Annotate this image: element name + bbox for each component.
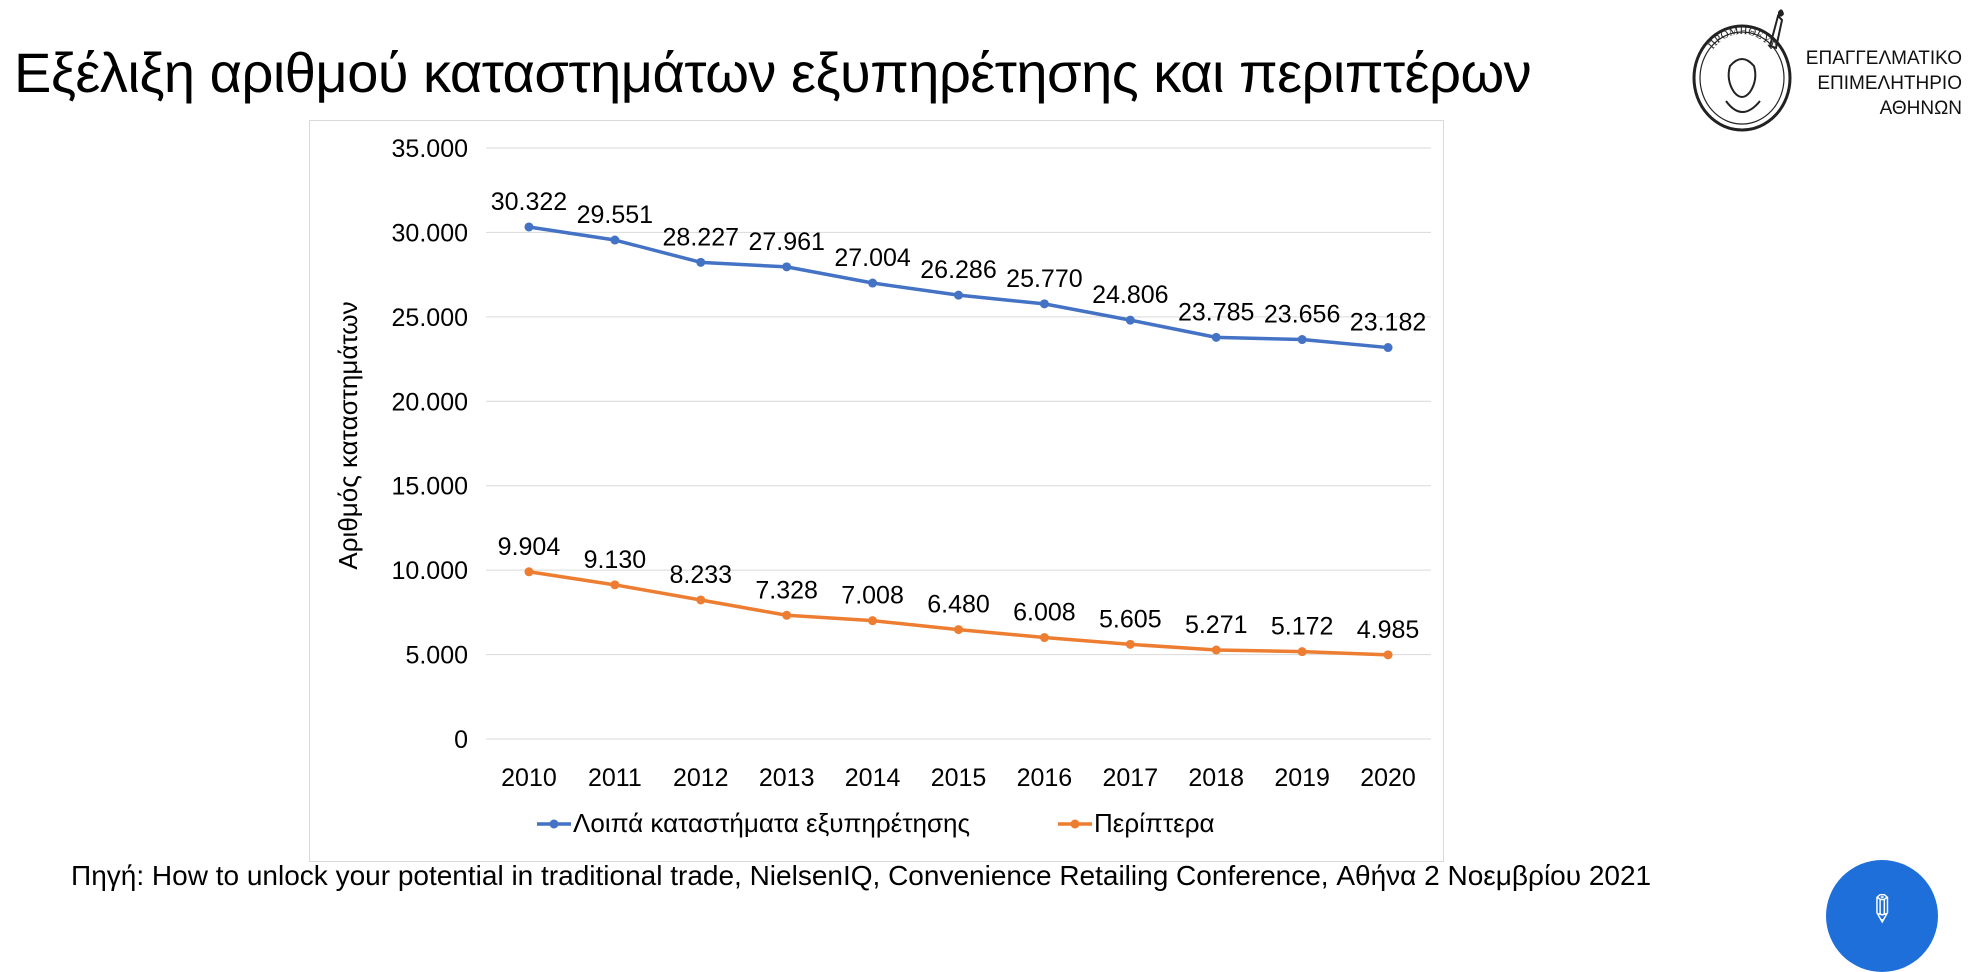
data-point — [1297, 335, 1307, 345]
data-point — [524, 567, 534, 577]
data-label: 9.904 — [498, 533, 561, 561]
data-point — [610, 235, 620, 245]
logo-line-1: ΕΠΑΓΓΕΛΜΑΤΙΚΟ — [1805, 48, 1962, 69]
x-tick-label: 2012 — [673, 764, 729, 792]
chart-frame: 0 5.000 10.000 15.000 20.000 25.000 30.000 35.0… — [309, 120, 1444, 862]
data-label: 8.233 — [669, 561, 732, 589]
data-label: 5.605 — [1099, 605, 1162, 633]
data-point — [782, 262, 792, 272]
y-tick-label: 15.000 — [392, 473, 468, 501]
x-tick-label: 2015 — [931, 764, 987, 792]
x-tick-label: 2016 — [1017, 764, 1073, 792]
data-label: 26.286 — [920, 256, 996, 284]
data-point — [1039, 299, 1049, 309]
data-point — [868, 616, 878, 626]
y-tick-label: 5.000 — [405, 642, 468, 670]
data-label: 23.785 — [1178, 298, 1254, 326]
data-label: 27.004 — [834, 244, 911, 272]
data-point — [1383, 650, 1393, 660]
data-point — [1125, 315, 1135, 325]
pencil-icon: ✎ — [1856, 883, 1907, 934]
data-point — [1039, 633, 1049, 643]
legend-marker — [549, 819, 559, 829]
svg-text:ΠΡΟΜΗΘΕΥΣ: ΠΡΟΜΗΘΕΥΣ — [1706, 25, 1778, 52]
y-tick-label: 10.000 — [392, 557, 468, 585]
data-point — [782, 610, 792, 620]
data-label: 7.328 — [755, 576, 818, 604]
data-point — [696, 257, 706, 267]
data-label: 28.227 — [663, 223, 739, 251]
x-tick-label: 2014 — [845, 764, 901, 792]
data-point — [1211, 332, 1221, 342]
x-tick-label: 2018 — [1188, 764, 1244, 792]
data-label: 6.480 — [927, 591, 990, 619]
data-label: 30.322 — [491, 188, 567, 216]
x-tick-label: 2011 — [588, 764, 642, 792]
data-label: 29.551 — [577, 201, 653, 229]
data-point — [1125, 639, 1135, 649]
logo-line-2: ΕΠΙΜΕΛΗΤΗΡΙΟ — [1817, 73, 1962, 94]
data-point — [1383, 343, 1393, 353]
data-label: 6.008 — [1013, 599, 1076, 627]
source-note: Πηγή: How to unlock your potential in tr… — [71, 860, 1652, 891]
data-point — [524, 222, 534, 232]
legend-label: Λοιπά καταστήματα εξυπηρέτησης — [573, 808, 970, 838]
data-point — [1297, 647, 1307, 657]
y-tick-label: 30.000 — [392, 219, 468, 247]
data-label: 5.271 — [1185, 611, 1248, 639]
y-tick-label: 35.000 — [392, 135, 468, 163]
data-point — [1211, 645, 1221, 655]
y-tick-label: 0 — [454, 726, 468, 754]
legend-marker — [1070, 819, 1080, 829]
prometheus-seal-icon: ΠΡΟΜΗΘΕΥΣ — [1692, 9, 1792, 132]
edit-fab-button[interactable]: ✎ — [1826, 860, 1938, 972]
logo-line-3: ΑΘΗΝΩΝ — [1879, 98, 1962, 119]
x-tick-label: 2020 — [1360, 764, 1416, 792]
chamber-logo: ΠΡΟΜΗΘΕΥΣ ΕΠΑΓΓΕΛΜΑΤΙΚΟ ΕΠΙΜΕΛΗΤΗΡΙΟ ΑΘΗ… — [1690, 6, 1972, 134]
data-point — [868, 278, 878, 288]
x-tick-label: 2013 — [759, 764, 815, 792]
data-point — [954, 290, 963, 300]
data-label: 27.961 — [748, 228, 824, 256]
x-tick-label: 2017 — [1103, 764, 1159, 792]
y-tick-label: 25.000 — [392, 304, 468, 332]
data-point — [954, 625, 963, 635]
data-label: 23.656 — [1264, 301, 1340, 329]
x-tick-label: 2010 — [501, 764, 557, 792]
y-axis-label: Αριθμός καταστημάτων — [333, 301, 363, 569]
page-title: Εξέλιξη αριθμού καταστημάτων εξυπηρέτηση… — [14, 41, 1532, 104]
data-point — [610, 580, 620, 590]
line-chart: 0 5.000 10.000 15.000 20.000 25.000 30.000 35.0… — [333, 135, 1431, 838]
data-label: 25.770 — [1006, 265, 1082, 293]
data-label: 23.182 — [1350, 309, 1426, 337]
data-label: 9.130 — [584, 546, 647, 574]
data-point — [696, 595, 706, 605]
series-line — [528, 225, 1389, 350]
data-label: 4.985 — [1357, 616, 1420, 644]
legend-label: Περίπτερα — [1094, 808, 1215, 838]
x-tick-label: 2019 — [1274, 764, 1330, 792]
data-label: 5.172 — [1271, 613, 1334, 641]
data-label: 7.008 — [841, 582, 904, 610]
y-tick-label: 20.000 — [392, 388, 468, 416]
data-label: 24.806 — [1092, 281, 1168, 309]
